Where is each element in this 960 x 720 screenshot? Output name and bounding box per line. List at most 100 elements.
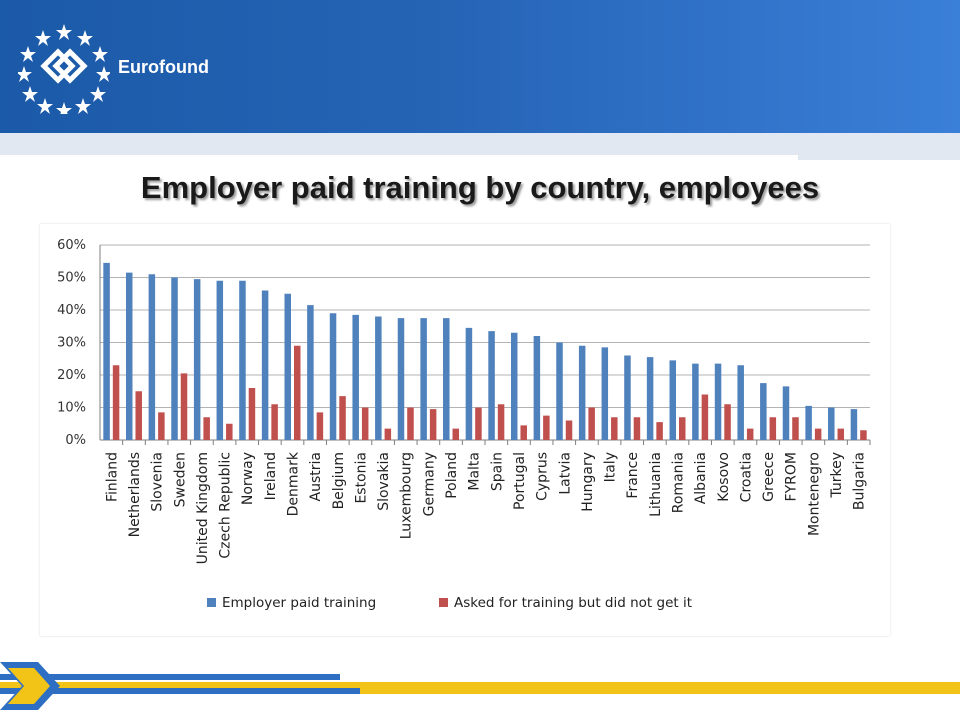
x-tick-label: Latvia xyxy=(557,452,573,495)
x-tick-label: Greece xyxy=(761,452,777,502)
bar-asked-not-got xyxy=(407,407,414,440)
x-tick-label: Bulgaria xyxy=(852,452,868,510)
bar-employer-paid xyxy=(646,357,654,440)
bar-asked-not-got xyxy=(769,417,777,440)
bar-employer-paid xyxy=(103,262,110,440)
x-tick-label: Luxembourg xyxy=(399,452,415,539)
legend-swatch-employer-paid xyxy=(207,598,216,607)
bar-employer-paid xyxy=(805,405,812,440)
bar-employer-paid xyxy=(193,279,201,440)
bar-asked-not-got xyxy=(135,391,142,440)
bar-employer-paid xyxy=(510,332,518,440)
x-tick-label: Croatia xyxy=(738,452,754,502)
x-tick-label: Montenegro xyxy=(806,452,822,536)
y-tick-label: 20% xyxy=(57,368,86,383)
bar-employer-paid xyxy=(239,280,246,440)
bar-asked-not-got xyxy=(294,345,301,440)
bar-asked-not-got xyxy=(475,407,482,440)
x-tick-label: Portugal xyxy=(512,452,528,510)
x-tick-label: France xyxy=(625,452,641,499)
y-tick-label: 60% xyxy=(57,238,86,253)
bar-employer-paid xyxy=(352,314,359,440)
x-tick-label: Germany xyxy=(421,452,437,516)
y-tick-label: 0% xyxy=(65,433,86,448)
header-band-tab xyxy=(798,146,960,160)
bar-employer-paid xyxy=(737,365,744,440)
x-tick-label: Slovakia xyxy=(376,452,392,511)
x-tick-label: Norway xyxy=(240,452,256,505)
bar-asked-not-got xyxy=(565,420,573,440)
x-tick-label: Slovenia xyxy=(150,452,166,512)
bar-asked-not-got xyxy=(226,423,233,440)
x-tick-label: Netherlands xyxy=(127,452,143,537)
bar-employer-paid xyxy=(760,383,767,440)
bar-employer-paid xyxy=(692,363,699,440)
bar-asked-not-got xyxy=(339,396,346,440)
bar-asked-not-got xyxy=(271,404,278,440)
y-tick-label: 30% xyxy=(57,336,86,351)
bar-asked-not-got xyxy=(656,422,663,440)
bar-employer-paid xyxy=(714,363,722,440)
x-tick-label: Spain xyxy=(489,452,505,491)
bar-employer-paid xyxy=(624,355,631,440)
bar-asked-not-got xyxy=(543,415,550,440)
bar-asked-not-got xyxy=(792,417,799,440)
bar-asked-not-got xyxy=(203,417,210,440)
bar-asked-not-got xyxy=(679,417,686,440)
x-tick-label: Malta xyxy=(467,452,483,491)
x-tick-label: Belgium xyxy=(331,452,347,509)
x-tick-label: FYROM xyxy=(784,452,800,501)
bar-asked-not-got xyxy=(746,428,754,440)
bar-employer-paid xyxy=(850,409,858,440)
x-tick-label: Albania xyxy=(693,452,709,504)
bar-asked-not-got xyxy=(520,425,527,440)
x-tick-label: Austria xyxy=(308,452,324,501)
bar-asked-not-got xyxy=(158,412,165,440)
bar-employer-paid xyxy=(601,347,609,440)
bar-asked-not-got xyxy=(384,428,392,440)
slide-title: Employer paid training by country, emplo… xyxy=(140,170,820,205)
bar-asked-not-got xyxy=(316,412,324,440)
x-tick-label: United Kingdom xyxy=(195,452,211,564)
x-tick-label: Italy xyxy=(603,452,619,482)
bar-asked-not-got xyxy=(497,404,505,440)
x-tick-label: Hungary xyxy=(580,452,596,512)
y-tick-label: 10% xyxy=(57,401,86,416)
bar-employer-paid xyxy=(578,345,586,440)
bar-asked-not-got xyxy=(633,417,641,440)
bar-employer-paid xyxy=(397,318,405,440)
bar-employer-paid xyxy=(828,407,835,440)
bar-employer-paid xyxy=(488,331,495,440)
legend-swatch-asked-not-got xyxy=(439,598,448,607)
bar-employer-paid xyxy=(375,316,382,440)
bar-asked-not-got xyxy=(112,365,120,440)
bar-asked-not-got xyxy=(814,428,822,440)
bar-employer-paid xyxy=(556,342,563,440)
x-tick-label: Estonia xyxy=(353,452,369,504)
footer-blue-stripe xyxy=(0,674,340,680)
x-tick-label: Lithuania xyxy=(648,452,664,517)
bar-employer-paid xyxy=(307,305,314,440)
bar-asked-not-got xyxy=(611,417,618,440)
bar-employer-paid xyxy=(420,318,427,440)
bar-asked-not-got xyxy=(701,394,709,440)
bar-employer-paid xyxy=(669,360,676,440)
x-tick-label: Kosovo xyxy=(716,452,732,502)
bar-asked-not-got xyxy=(248,388,256,440)
bar-asked-not-got xyxy=(180,373,188,440)
x-tick-label: Turkey xyxy=(829,452,845,499)
x-tick-label: Romania xyxy=(671,452,687,513)
bar-employer-paid xyxy=(465,327,473,440)
bar-asked-not-got xyxy=(588,407,595,440)
bar-employer-paid xyxy=(782,386,790,440)
legend-label: Asked for training but did not get it xyxy=(454,595,692,611)
header-band xyxy=(0,133,960,155)
y-tick-label: 50% xyxy=(57,271,86,286)
x-tick-label: Cyprus xyxy=(535,452,551,501)
bar-asked-not-got xyxy=(860,430,867,440)
chart-canvas: 0% 10% 20% 30% 40% 50% 60% Finland Netherlands Sl… xyxy=(57,238,871,611)
bar-asked-not-got xyxy=(837,428,845,440)
x-tick-label: Sweden xyxy=(172,452,188,507)
bar-employer-paid xyxy=(284,293,291,440)
x-tick-label: Ireland xyxy=(263,452,279,500)
